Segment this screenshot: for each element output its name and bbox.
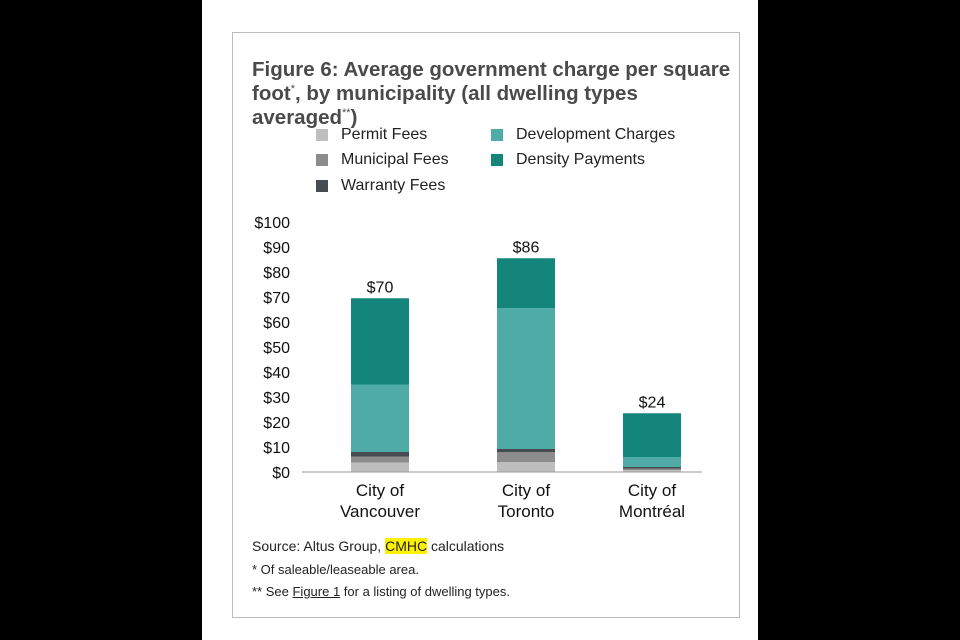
footnote-2-prefix: ** See (252, 584, 293, 599)
footnote-2: ** See Figure 1 for a listing of dwellin… (252, 584, 510, 599)
legend-label-municipal-fees: Municipal Fees (341, 151, 449, 168)
x-category-label: City of (628, 481, 676, 500)
y-tick-label: $60 (263, 315, 290, 332)
stacked-bar-chart: $0 $10 $20 $30 $40 $50 $60 $70 $80 $90 $100 $70 City… (254, 215, 702, 521)
bar-segment-warranty-fees (351, 452, 409, 457)
legend-swatch-municipal-fees (316, 154, 328, 166)
legend-swatch-permit-fees (316, 129, 328, 141)
y-tick-label: $80 (263, 265, 290, 282)
legend-swatch-density-payments (491, 154, 503, 166)
bar-segment-development-charges (623, 457, 681, 467)
bar-segment-density-payments (351, 298, 409, 385)
legend-item-density-payments: Density Payments (491, 150, 645, 170)
legend-item-permit-fees: Permit Fees (316, 125, 427, 145)
x-category-label: Toronto (498, 502, 555, 521)
y-tick-label: $90 (263, 240, 290, 257)
bar-segment-permit-fees (497, 462, 555, 472)
legend-item-municipal-fees: Municipal Fees (316, 150, 449, 170)
x-category-label: Montréal (619, 502, 685, 521)
bar-segment-permit-fees (351, 462, 409, 472)
y-tick-label: $40 (263, 365, 290, 382)
legend-item-warranty-fees: Warranty Fees (316, 176, 445, 196)
chart-title: Figure 6: Average government charge per … (252, 58, 732, 130)
title-line-2c: ) (350, 106, 358, 129)
bar-segment-density-payments (497, 258, 555, 309)
x-category-label: City of (502, 481, 550, 500)
footnote-1: * Of saleable/leaseable area. (252, 562, 419, 577)
bar-segment-permit-fees (623, 470, 681, 472)
y-tick-label: $20 (263, 415, 290, 432)
source-highlight: CMHC (385, 538, 428, 554)
bar-segment-municipal-fees (351, 456, 409, 463)
report-page: Figure 6: Average government charge per … (202, 0, 758, 640)
legend-item-development-charges: Development Charges (491, 125, 675, 145)
x-category-label: Vancouver (340, 502, 420, 521)
bar-segment-density-payments (623, 413, 681, 457)
title-line-2b: , by municipality (all dwelling types av… (252, 82, 638, 129)
y-tick-label: $10 (263, 440, 290, 457)
title-line-2a: foot (252, 82, 291, 105)
y-tick-label: $50 (263, 340, 290, 357)
figure-frame (232, 32, 740, 618)
footnote-2-suffix: for a listing of dwelling types. (340, 584, 510, 599)
bar-segment-development-charges (497, 308, 555, 449)
title-footnote-mark-1: * (290, 83, 295, 96)
source-note: Source: Altus Group, CMHC calculations (252, 538, 504, 554)
title-footnote-mark-2: ** (342, 107, 351, 120)
legend-swatch-warranty-fees (316, 180, 328, 192)
y-tick-label: $100 (254, 215, 290, 232)
bar-segment-warranty-fees (497, 449, 555, 452)
legend-label-permit-fees: Permit Fees (341, 126, 428, 143)
bar-segment-municipal-fees (497, 452, 555, 462)
bar-segment-development-charges (351, 384, 409, 452)
source-text: Source: Altus Group, (252, 538, 386, 554)
legend-label-warranty-fees: Warranty Fees (341, 177, 446, 194)
x-category-label: City of (356, 481, 404, 500)
source-suffix: calculations (427, 538, 505, 554)
legend-label-development-charges: Development Charges (516, 126, 676, 143)
total-value-label: $86 (513, 239, 540, 256)
bar-segment-municipal-fees (623, 468, 681, 470)
legend-swatch-development-charges (491, 129, 503, 141)
total-value-label: $70 (367, 279, 394, 296)
title-line-1: Figure 6: Average government charge per … (252, 58, 731, 81)
total-value-label: $24 (639, 394, 666, 411)
y-tick-label: $30 (263, 390, 290, 407)
figure-1-link[interactable]: Figure 1 (292, 584, 341, 599)
bar-segment-warranty-fees (623, 467, 681, 469)
y-tick-label: $70 (263, 290, 290, 307)
y-tick-label: $0 (272, 465, 290, 482)
legend-label-density-payments: Density Payments (516, 151, 645, 168)
